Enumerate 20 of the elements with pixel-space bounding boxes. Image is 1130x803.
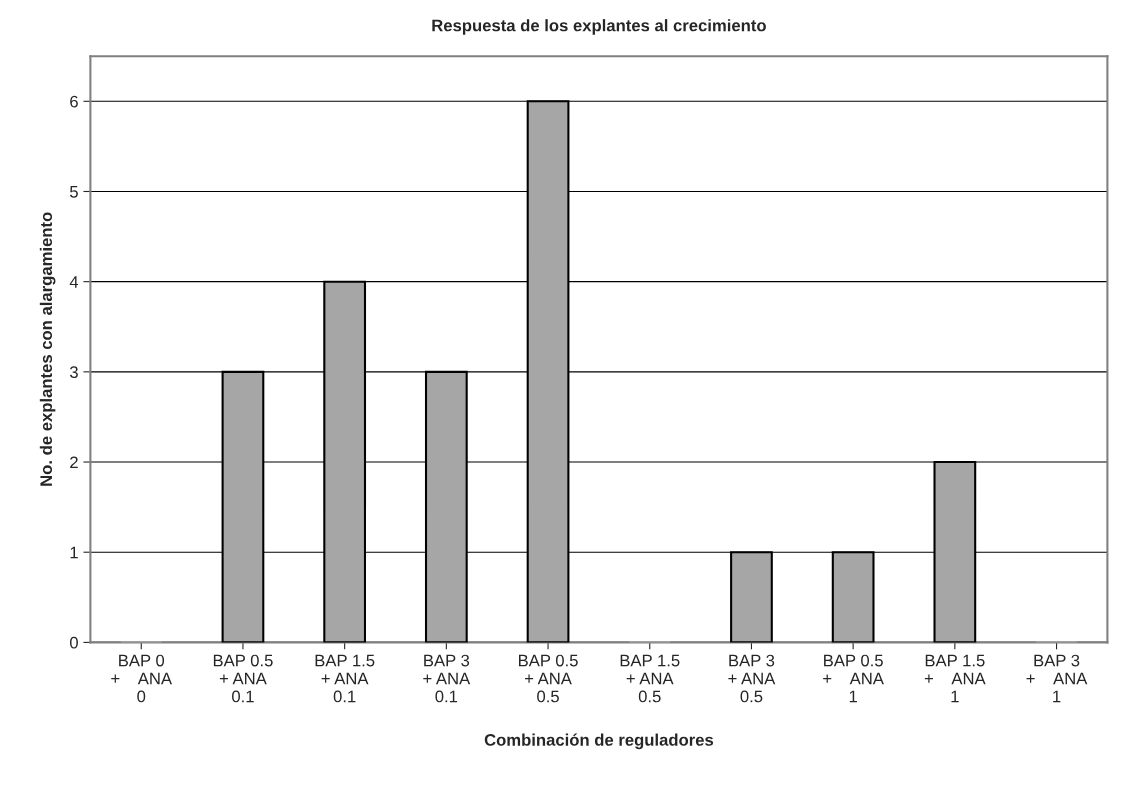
x-tick-label: BAP 3 + ANA 1	[1026, 654, 1088, 703]
y-tick-label: 6	[70, 95, 78, 108]
y-tick-label: 1	[70, 546, 78, 559]
y-tick-label: 3	[69, 366, 78, 379]
y-tick-label: 5	[69, 186, 78, 198]
x-tick-label: BAP 3 + ANA 0.5	[728, 654, 776, 703]
x-tick-label: BAP 1.5 + ANA 1	[924, 654, 986, 703]
y-tick-label: 2	[70, 456, 78, 469]
chart-title: Respuesta de los explantes al crecimiento	[432, 19, 766, 35]
x-tick-label: BAP 1.5 + ANA 0.5	[620, 654, 680, 703]
x-tick-label: BAP 0.5 + ANA 1	[823, 654, 884, 703]
x-tick-label: BAP 0 + ANA 0	[111, 654, 173, 703]
x-tick-label: BAP 0.5 + ANA 0.1	[213, 654, 273, 703]
x-tick-label: BAP 3 + ANA 0.1	[423, 654, 471, 703]
x-tick-label: BAP 1.5 + ANA 0.1	[315, 654, 375, 703]
x-axis-title: Combinación de reguladores	[484, 733, 714, 750]
y-tick-label: 4	[69, 276, 79, 288]
y-tick-label: 0	[69, 636, 78, 649]
x-tick-label: BAP 0.5 + ANA 0.5	[518, 654, 578, 703]
y-axis-title: No. de explantes con alargamiento	[39, 212, 56, 486]
